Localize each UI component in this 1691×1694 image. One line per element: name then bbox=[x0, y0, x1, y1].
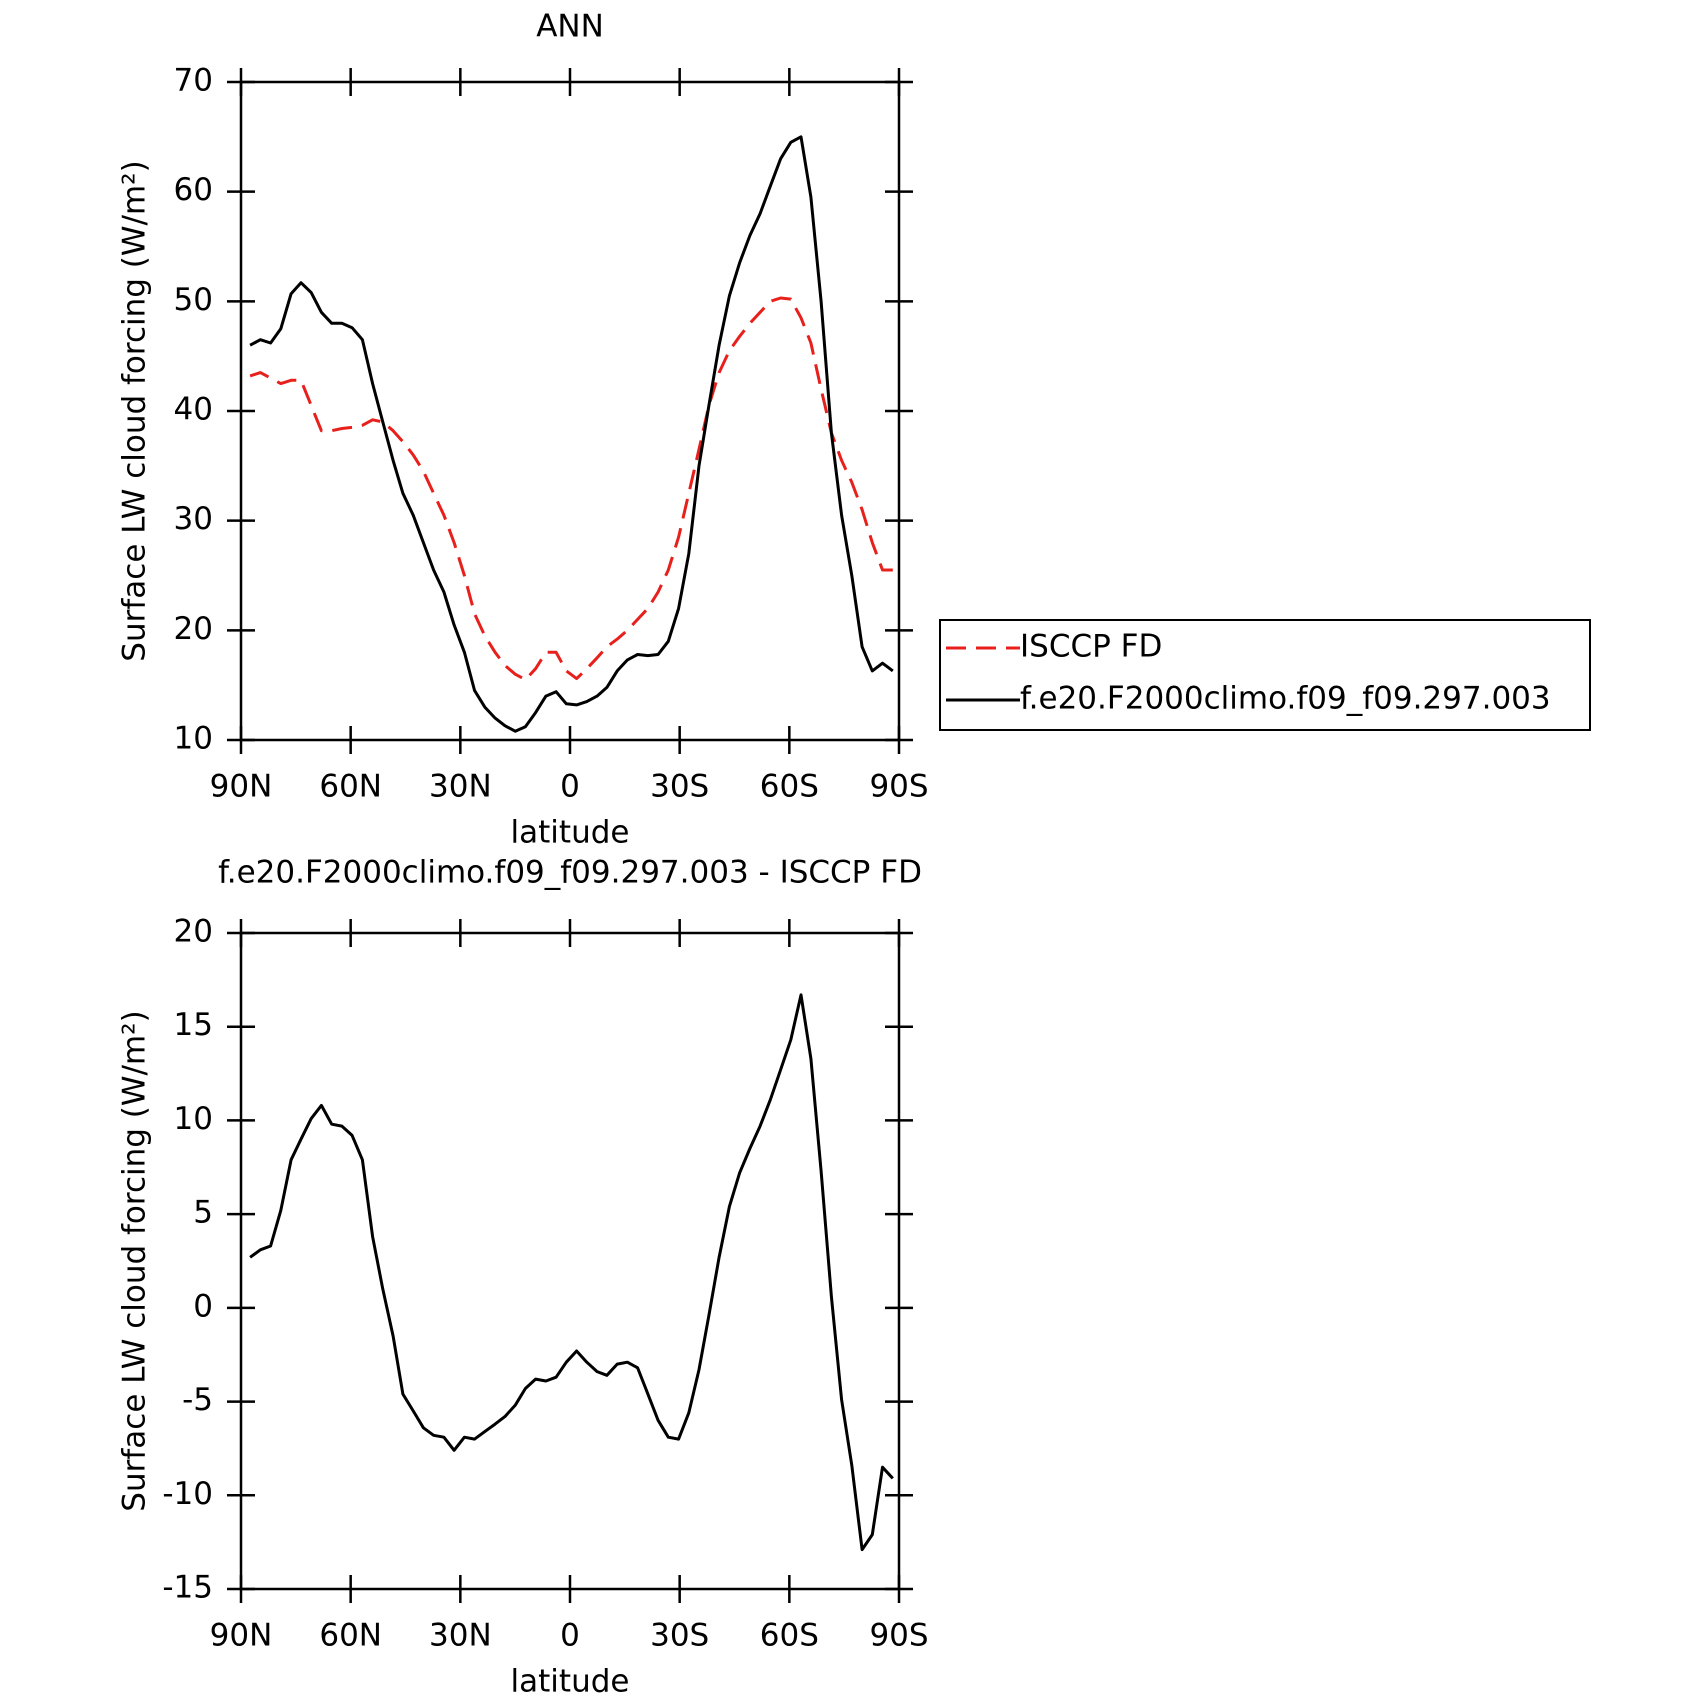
x-tick-label: 60S bbox=[760, 769, 819, 805]
x-tick-label: 0 bbox=[560, 769, 580, 805]
x-tick-label: 30S bbox=[650, 1618, 709, 1654]
plot-frame bbox=[239, 80, 901, 742]
y-tick-label: 20 bbox=[174, 914, 213, 950]
y-tick-label: 10 bbox=[174, 721, 213, 757]
y-axis-label: Surface LW cloud forcing (W/m²) bbox=[117, 1010, 153, 1511]
x-tick-label: 90N bbox=[210, 769, 273, 805]
y-axis-label: Surface LW cloud forcing (W/m²) bbox=[117, 160, 153, 661]
y-tick-label: -5 bbox=[182, 1382, 213, 1418]
legend-box bbox=[939, 619, 1591, 731]
y-tick-label: 50 bbox=[174, 282, 213, 318]
series-line bbox=[249, 296, 893, 682]
x-tick-label: 60N bbox=[319, 1618, 382, 1654]
y-tick-label: 30 bbox=[174, 501, 213, 537]
series-line bbox=[249, 993, 894, 1552]
x-axis-label: latitude bbox=[511, 815, 630, 851]
chart-title: ANN bbox=[536, 9, 604, 45]
x-tick-label: 30N bbox=[429, 1618, 492, 1654]
x-tick-label: 60S bbox=[760, 1618, 819, 1654]
x-tick-label: 60N bbox=[319, 769, 382, 805]
y-tick-label: 40 bbox=[174, 392, 213, 428]
x-axis-label: latitude bbox=[511, 1664, 630, 1694]
legend-label: f.e20.F2000climo.f09_f09.297.003 bbox=[1020, 681, 1551, 717]
y-tick-label: -15 bbox=[162, 1570, 213, 1606]
y-tick-label: 70 bbox=[174, 63, 213, 99]
y-tick-label: 60 bbox=[174, 172, 213, 208]
x-tick-label: 0 bbox=[560, 1618, 580, 1654]
x-tick-label: 90S bbox=[869, 1618, 928, 1654]
x-tick-label: 30N bbox=[429, 769, 492, 805]
x-tick-label: 90S bbox=[869, 769, 928, 805]
y-tick-label: 0 bbox=[193, 1288, 213, 1324]
plot-frame bbox=[239, 931, 901, 1591]
y-tick-label: 10 bbox=[174, 1101, 213, 1137]
x-tick-label: 30S bbox=[650, 769, 709, 805]
x-tick-label: 90N bbox=[210, 1618, 273, 1654]
series-line bbox=[249, 135, 894, 733]
chart-title: f.e20.F2000climo.f09_f09.297.003 - ISCCP… bbox=[218, 855, 922, 891]
legend-label: ISCCP FD bbox=[1020, 629, 1162, 665]
y-tick-label: -10 bbox=[162, 1476, 213, 1512]
y-tick-label: 5 bbox=[193, 1195, 213, 1231]
y-tick-label: 15 bbox=[174, 1007, 213, 1043]
y-tick-label: 20 bbox=[174, 611, 213, 647]
